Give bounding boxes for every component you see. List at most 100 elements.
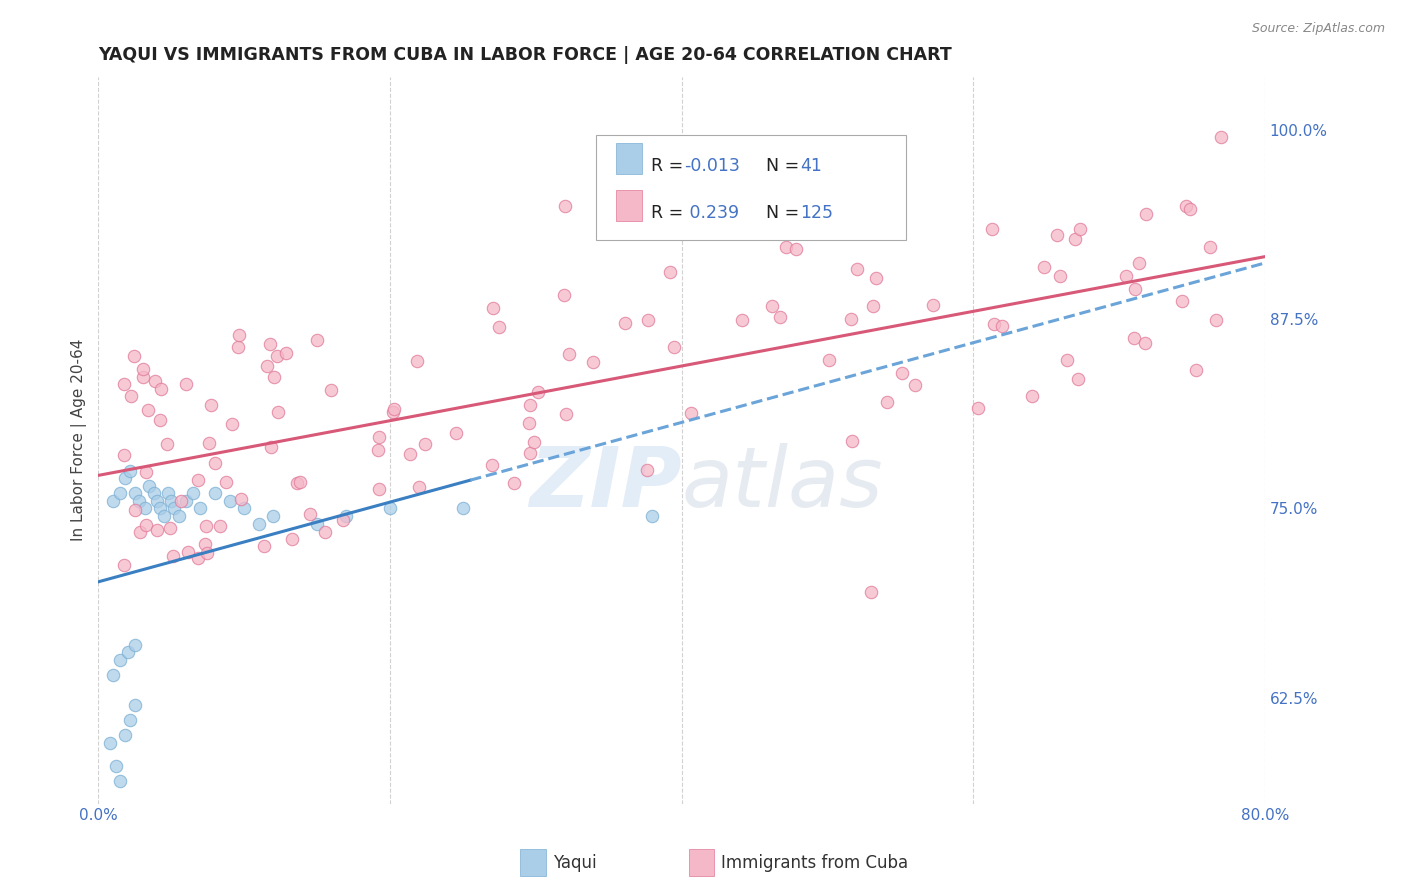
- Point: [101, 493, 124, 508]
- Point: [117, 645, 139, 659]
- Point: [382, 405, 405, 419]
- Point: [481, 458, 503, 472]
- Point: [124, 638, 146, 652]
- Point: [194, 537, 217, 551]
- Point: [1199, 240, 1222, 254]
- Point: [134, 501, 156, 516]
- Point: [818, 353, 841, 368]
- Point: [446, 425, 468, 440]
- Point: [170, 493, 193, 508]
- Point: [335, 508, 357, 523]
- Point: [281, 532, 304, 546]
- Point: [259, 337, 281, 351]
- Point: [658, 265, 681, 279]
- Point: [921, 298, 943, 312]
- Point: [187, 550, 209, 565]
- Point: [195, 546, 218, 560]
- Point: [163, 501, 186, 516]
- Point: [177, 544, 200, 558]
- Point: [160, 493, 183, 508]
- Point: [274, 346, 297, 360]
- Point: [367, 430, 389, 444]
- Point: [290, 475, 312, 489]
- Point: [845, 261, 868, 276]
- Point: [768, 310, 790, 325]
- Point: [845, 225, 868, 239]
- Point: [256, 359, 278, 373]
- Point: [114, 471, 136, 485]
- Point: [124, 698, 146, 713]
- Text: ZIP: ZIP: [529, 443, 682, 524]
- Point: [131, 369, 153, 384]
- Point: [132, 362, 155, 376]
- Point: [1123, 331, 1146, 345]
- Point: [262, 508, 284, 523]
- Point: [641, 508, 664, 523]
- Point: [405, 354, 427, 368]
- Y-axis label: In Labor Force | Age 20-64: In Labor Force | Age 20-64: [72, 339, 87, 541]
- Point: [221, 417, 243, 432]
- Point: [150, 382, 173, 396]
- Point: [112, 377, 135, 392]
- Text: R =: R =: [651, 157, 689, 175]
- Point: [228, 327, 250, 342]
- Point: [187, 473, 209, 487]
- Text: Source: ZipAtlas.com: Source: ZipAtlas.com: [1251, 22, 1385, 36]
- Point: [368, 483, 391, 497]
- Point: [1046, 228, 1069, 243]
- Point: [266, 349, 288, 363]
- Point: [503, 475, 526, 490]
- Point: [398, 447, 420, 461]
- Point: [581, 355, 603, 369]
- Point: [558, 347, 581, 361]
- Point: [112, 448, 135, 462]
- FancyBboxPatch shape: [616, 143, 643, 174]
- Point: [190, 501, 212, 516]
- Point: [860, 584, 883, 599]
- Point: [285, 476, 308, 491]
- Point: [198, 435, 221, 450]
- Point: [553, 288, 575, 302]
- Point: [1049, 269, 1071, 284]
- Point: [983, 317, 1005, 331]
- Point: [156, 437, 179, 451]
- Point: [367, 443, 389, 458]
- Point: [153, 508, 176, 523]
- Point: [208, 519, 231, 533]
- Point: [314, 524, 336, 539]
- Text: Immigrants from Cuba: Immigrants from Cuba: [721, 854, 908, 871]
- Point: [1205, 313, 1227, 327]
- Point: [157, 486, 180, 500]
- Text: Yaqui: Yaqui: [553, 854, 596, 871]
- Point: [229, 492, 252, 507]
- Point: [451, 501, 474, 516]
- Point: [146, 523, 169, 537]
- Point: [218, 493, 240, 508]
- Point: [200, 397, 222, 411]
- Point: [174, 493, 197, 508]
- Point: [136, 403, 159, 417]
- Point: [761, 300, 783, 314]
- Point: [1069, 222, 1091, 236]
- Text: 0.239: 0.239: [683, 204, 740, 222]
- Point: [114, 729, 136, 743]
- Point: [120, 464, 142, 478]
- Point: [1033, 260, 1056, 274]
- Point: [839, 312, 862, 326]
- Text: YAQUI VS IMMIGRANTS FROM CUBA IN LABOR FORCE | AGE 20-64 CORRELATION CHART: YAQUI VS IMMIGRANTS FROM CUBA IN LABOR F…: [98, 46, 952, 64]
- Point: [307, 516, 329, 531]
- Point: [1063, 232, 1085, 246]
- Point: [332, 512, 354, 526]
- Point: [110, 773, 132, 788]
- Point: [307, 333, 329, 347]
- Text: atlas: atlas: [682, 443, 883, 524]
- Point: [636, 463, 658, 477]
- Point: [159, 521, 181, 535]
- Text: -0.013: -0.013: [683, 157, 740, 175]
- Point: [128, 525, 150, 540]
- Point: [378, 501, 401, 516]
- Point: [862, 299, 884, 313]
- Point: [260, 440, 283, 454]
- Point: [1135, 336, 1157, 351]
- Point: [143, 375, 166, 389]
